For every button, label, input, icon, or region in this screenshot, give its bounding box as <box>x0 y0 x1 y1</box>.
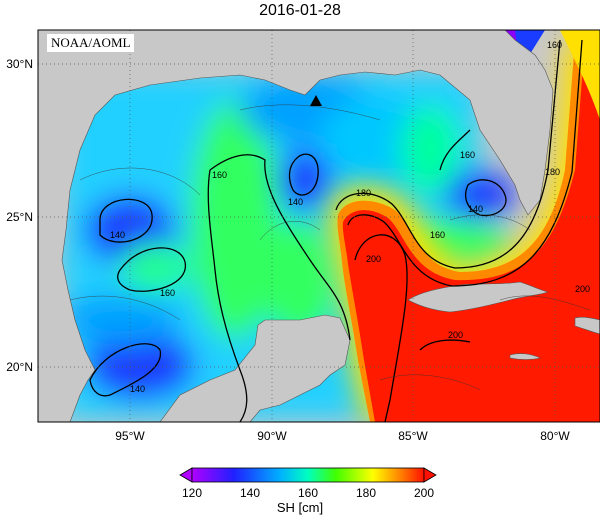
colorbar-tick-label: 180 <box>356 486 376 500</box>
colorbar-gradient <box>191 467 425 483</box>
lon-tick-label: 90°W <box>257 429 287 443</box>
land-masses <box>38 30 600 422</box>
lat-tick-label: 30°N <box>6 57 33 71</box>
contour-label: 160 <box>547 40 562 50</box>
colorbar-units-label: SH [cm] <box>276 500 324 515</box>
sea-height-field <box>60 70 515 420</box>
colorbar: 120 140 160 180 200 <box>179 467 437 500</box>
lon-tick-label: 80°W <box>540 429 570 443</box>
colorbar-tick-label: 160 <box>298 486 318 500</box>
lat-tick-label: 20°N <box>6 360 33 374</box>
credit-label: NOAA/AOML <box>47 34 135 52</box>
contour-labels: 160 140 160 180 140 160 180 160 200 140 … <box>110 40 590 394</box>
contour-label: 200 <box>448 330 463 340</box>
graticule <box>38 30 600 422</box>
contour-label: 160 <box>430 230 445 240</box>
contour-label: 180 <box>545 167 560 177</box>
contour-label: 140 <box>288 197 303 207</box>
longitude-axis: 95°W 90°W 85°W 80°W <box>115 429 570 443</box>
station-marker <box>310 95 322 106</box>
colorbar-tick-label: 200 <box>414 486 434 500</box>
contour-lines <box>89 39 583 422</box>
contour-label: 140 <box>110 230 125 240</box>
colorbar-tick-label: 140 <box>240 486 260 500</box>
contour-label: 200 <box>366 254 381 264</box>
contour-label: 140 <box>130 384 145 394</box>
contour-label: 160 <box>160 288 175 298</box>
lat-tick-label: 25°N <box>6 210 33 224</box>
colorbar-tick-label: 120 <box>182 486 202 500</box>
minor-contours <box>69 104 591 391</box>
colorbar-low-arrow <box>179 467 193 483</box>
contour-label: 180 <box>356 188 371 198</box>
lon-tick-label: 85°W <box>398 429 428 443</box>
contour-label: 160 <box>460 150 475 160</box>
contour-label: 200 <box>575 284 590 294</box>
colorbar-high-arrow <box>423 467 437 483</box>
map-frame <box>37 29 600 423</box>
map-plot-area <box>38 30 600 422</box>
lon-tick-label: 95°W <box>115 429 145 443</box>
map-title: 2016-01-28 <box>259 2 341 19</box>
latitude-axis: 30°N 25°N 20°N <box>6 57 33 374</box>
contour-label: 140 <box>468 204 483 214</box>
contour-label: 160 <box>212 170 227 180</box>
